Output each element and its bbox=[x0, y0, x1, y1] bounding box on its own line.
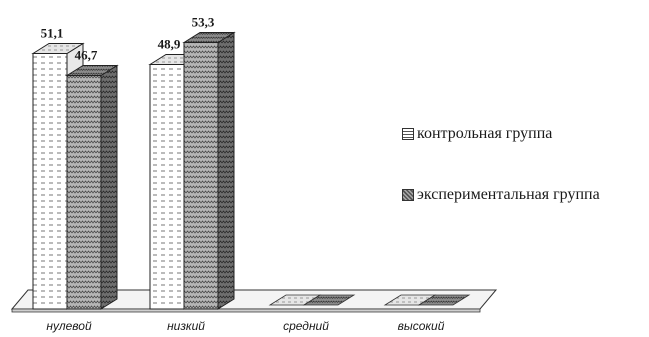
value-label-control-1: 48,9 bbox=[158, 37, 181, 52]
legend-item-control: контрольная группа bbox=[402, 125, 552, 143]
category-label-0: нулевой bbox=[46, 319, 92, 333]
floor-edge bbox=[11, 308, 481, 313]
category-label-2: средний bbox=[283, 319, 329, 333]
bar-control-1 bbox=[149, 64, 185, 310]
bar-control-0 bbox=[32, 53, 68, 310]
bar-experimental-2 bbox=[302, 294, 356, 306]
legend-swatch-control bbox=[402, 128, 414, 140]
category-label-3: высокий bbox=[398, 319, 445, 333]
bar-experimental-3 bbox=[417, 294, 471, 306]
bar-side-experimental-1 bbox=[217, 31, 235, 310]
legend-label-control: контрольная группа bbox=[417, 125, 553, 142]
value-label-experimental-1: 53,3 bbox=[192, 15, 215, 30]
category-label-1: низкий bbox=[167, 319, 205, 333]
value-label-control-0: 51,1 bbox=[41, 26, 64, 41]
legend-label-experimental: экспериментальная группа bbox=[417, 186, 600, 203]
bar-side-experimental-0 bbox=[100, 64, 118, 310]
bar-experimental-1 bbox=[183, 42, 219, 310]
legend-swatch-experimental bbox=[402, 189, 414, 201]
bar-experimental-0 bbox=[66, 75, 102, 310]
legend-item-experimental: экспериментальная группа bbox=[402, 186, 600, 204]
value-label-experimental-0: 46,7 bbox=[75, 48, 98, 63]
